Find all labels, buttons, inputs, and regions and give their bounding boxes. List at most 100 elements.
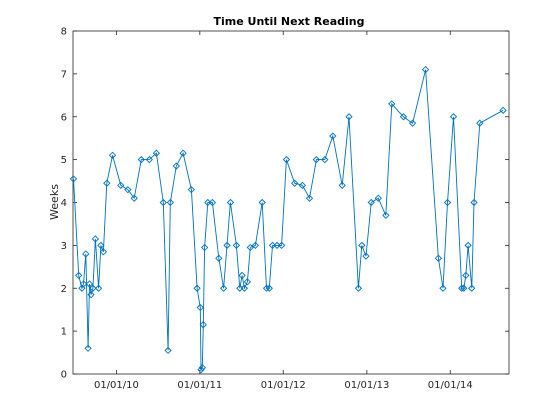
data-point-marker [345,113,353,121]
data-point-marker [223,241,231,250]
data-point-marker [103,179,111,187]
data-point-marker [187,186,196,194]
data-point-marker [476,119,484,127]
data-point-marker [382,211,390,219]
data-point-marker [75,271,83,280]
data-point-marker [312,155,321,164]
data-point-marker [89,284,97,292]
y-tick-label: 0 [61,370,67,381]
data-point-marker [240,284,249,292]
data-point-marker [108,151,117,159]
data-point-marker [408,119,417,127]
data-point-marker [82,250,90,258]
y-tick-label: 4 [61,198,67,209]
data-point-marker [462,271,470,280]
data-point-marker [130,194,138,202]
data-point-marker [78,284,86,292]
data-point-marker [91,235,100,243]
data-point-marker [208,198,217,207]
x-axis: 01/01/10 01/01/11 01/01/12 01/01/13 01/01/14 [94,31,473,391]
data-point-marker [196,303,204,312]
data-point-marker [291,179,299,187]
data-point-marker [85,280,94,288]
x-tick-label: 01/01/13 [344,380,389,391]
data-point-marker [215,254,223,262]
data-point-marker [172,162,180,170]
data-point-marker [199,321,207,329]
data-point-marker [232,241,241,250]
data-point-marker [164,346,172,355]
data-point-marker [200,243,209,252]
x-tick-label: 01/01/14 [428,380,473,391]
data-point-marker [449,113,458,121]
data-point-marker [282,155,291,164]
y-tick-label: 5 [61,155,67,166]
data-point-marker [94,284,103,292]
data-point-marker [464,241,472,250]
data-point-marker [243,278,251,286]
data-point-marker [246,243,254,252]
data-point-marker [159,198,167,207]
data-point-marker [367,198,375,207]
data-point-marker [277,241,286,250]
data-point-marker [198,363,206,372]
data-point-marker [305,194,314,202]
data-point-marker [439,284,447,292]
data-point-marker [137,155,145,164]
data-point-marker [298,181,307,189]
data-point-marker [374,194,382,202]
data-point-marker [468,284,476,292]
data-point-marker [145,155,153,164]
data-point-marker [79,280,88,288]
data-point-marker [251,241,259,250]
data-point-marker [421,65,430,74]
data-point-marker [69,175,78,183]
data-point-marker [97,241,105,250]
data-point-marker [238,271,246,280]
data-point-marker [362,252,370,260]
data-point-marker [258,198,266,207]
y-tick-label: 2 [61,284,67,295]
data-point-marker [197,366,205,374]
data-point-marker [321,155,329,164]
y-axis-label: Weeks [48,184,61,220]
data-point-marker [166,198,174,207]
data-point-marker [460,284,468,292]
data-point-marker [329,132,337,140]
y-tick-label: 3 [61,241,67,252]
data-point-marker [193,284,201,292]
data-point-marker [499,106,507,114]
x-tick-label: 01/01/10 [94,380,139,391]
data-point-marker [458,284,466,292]
chart-title: Time Until Next Reading [214,15,365,28]
x-tick-label: 01/01/12 [261,380,306,391]
data-point-marker [399,113,408,121]
data-point-marker [179,149,187,157]
data-point-marker [99,248,108,256]
data-point-marker [226,198,235,207]
series-line [73,69,504,372]
data-point-marker [470,198,478,207]
data-point-marker [117,181,125,189]
data-point-marker [84,344,92,352]
series-markers [69,65,507,374]
data-point-marker [87,291,95,299]
data-point-marker [219,284,228,292]
data-point-marker [358,241,366,250]
y-tick-label: 7 [61,69,67,80]
data-point-marker [434,254,443,262]
data-point-marker [152,149,161,157]
data-point-marker [443,198,452,207]
data-point-marker [262,284,271,292]
data-point-marker [265,284,273,292]
data-point-marker [388,100,396,108]
y-tick-label: 6 [61,112,67,123]
y-axis: 0 1 2 3 4 5 6 7 8 [61,27,509,381]
data-point-marker [354,284,363,292]
x-tick-label: 01/01/11 [177,380,222,391]
plot-area [72,30,510,375]
y-tick-label: 1 [61,327,67,338]
data-point-marker [338,181,346,189]
y-tick-label: 8 [61,27,67,38]
